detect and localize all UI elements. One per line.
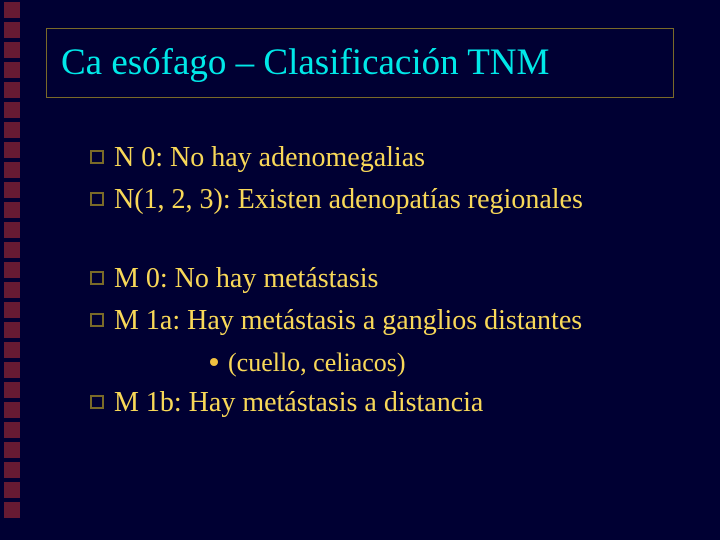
decoration-square	[4, 462, 20, 478]
decoration-square	[4, 442, 20, 458]
decoration-square	[4, 202, 20, 218]
decoration-square	[4, 102, 20, 118]
decoration-square	[4, 282, 20, 298]
decoration-square	[4, 2, 20, 18]
sub-bullet-text: (cuello, celiacos)	[228, 346, 406, 380]
bullet-text: N(1, 2, 3): Existen adenopatías regional…	[114, 182, 583, 218]
decoration-square	[4, 382, 20, 398]
decoration-square	[4, 182, 20, 198]
square-bullet-icon	[90, 395, 104, 409]
decoration-square	[4, 362, 20, 378]
bullet-line: N 0: No hay adenomegalias	[90, 140, 680, 176]
decoration-square	[4, 342, 20, 358]
square-bullet-icon	[90, 150, 104, 164]
decoration-square	[4, 122, 20, 138]
decoration-square	[4, 142, 20, 158]
bullet-line: N(1, 2, 3): Existen adenopatías regional…	[90, 182, 680, 218]
square-bullet-icon	[90, 313, 104, 327]
bullet-group: M 0: No hay metástasis M 1a: Hay metástas…	[90, 261, 680, 422]
decoration-square	[4, 422, 20, 438]
bullet-line: M 0: No hay metástasis	[90, 261, 680, 297]
disc-bullet-icon	[210, 358, 218, 366]
decoration-square	[4, 82, 20, 98]
decoration-square	[4, 262, 20, 278]
bullet-text: M 1b: Hay metástasis a distancia	[114, 385, 483, 421]
decoration-square	[4, 62, 20, 78]
decoration-square	[4, 42, 20, 58]
bullet-text: M 1a: Hay metástasis a ganglios distante…	[114, 303, 582, 339]
title-frame: Ca esófago – Clasificación TNM	[46, 28, 674, 98]
decoration-square	[4, 302, 20, 318]
decoration-square	[4, 402, 20, 418]
slide-title: Ca esófago – Clasificación TNM	[61, 43, 549, 84]
decoration-square	[4, 162, 20, 178]
decoration-square	[4, 242, 20, 258]
decoration-square	[4, 222, 20, 238]
decoration-square	[4, 22, 20, 38]
square-bullet-icon	[90, 271, 104, 285]
bullet-group: N 0: No hay adenomegalias N(1, 2, 3): Exi…	[90, 140, 680, 219]
square-bullet-icon	[90, 192, 104, 206]
bullet-text: M 0: No hay metástasis	[114, 261, 378, 297]
decoration-square	[4, 482, 20, 498]
bullet-line: M 1b: Hay metástasis a distancia	[90, 385, 680, 421]
bullet-line: M 1a: Hay metástasis a ganglios distante…	[90, 303, 680, 339]
slide-body: N 0: No hay adenomegalias N(1, 2, 3): Exi…	[90, 140, 680, 464]
decoration-square	[4, 502, 20, 518]
bullet-text: N 0: No hay adenomegalias	[114, 140, 425, 176]
sub-bullet-line: (cuello, celiacos)	[210, 346, 680, 380]
decoration-square	[4, 322, 20, 338]
left-decoration	[0, 0, 28, 540]
